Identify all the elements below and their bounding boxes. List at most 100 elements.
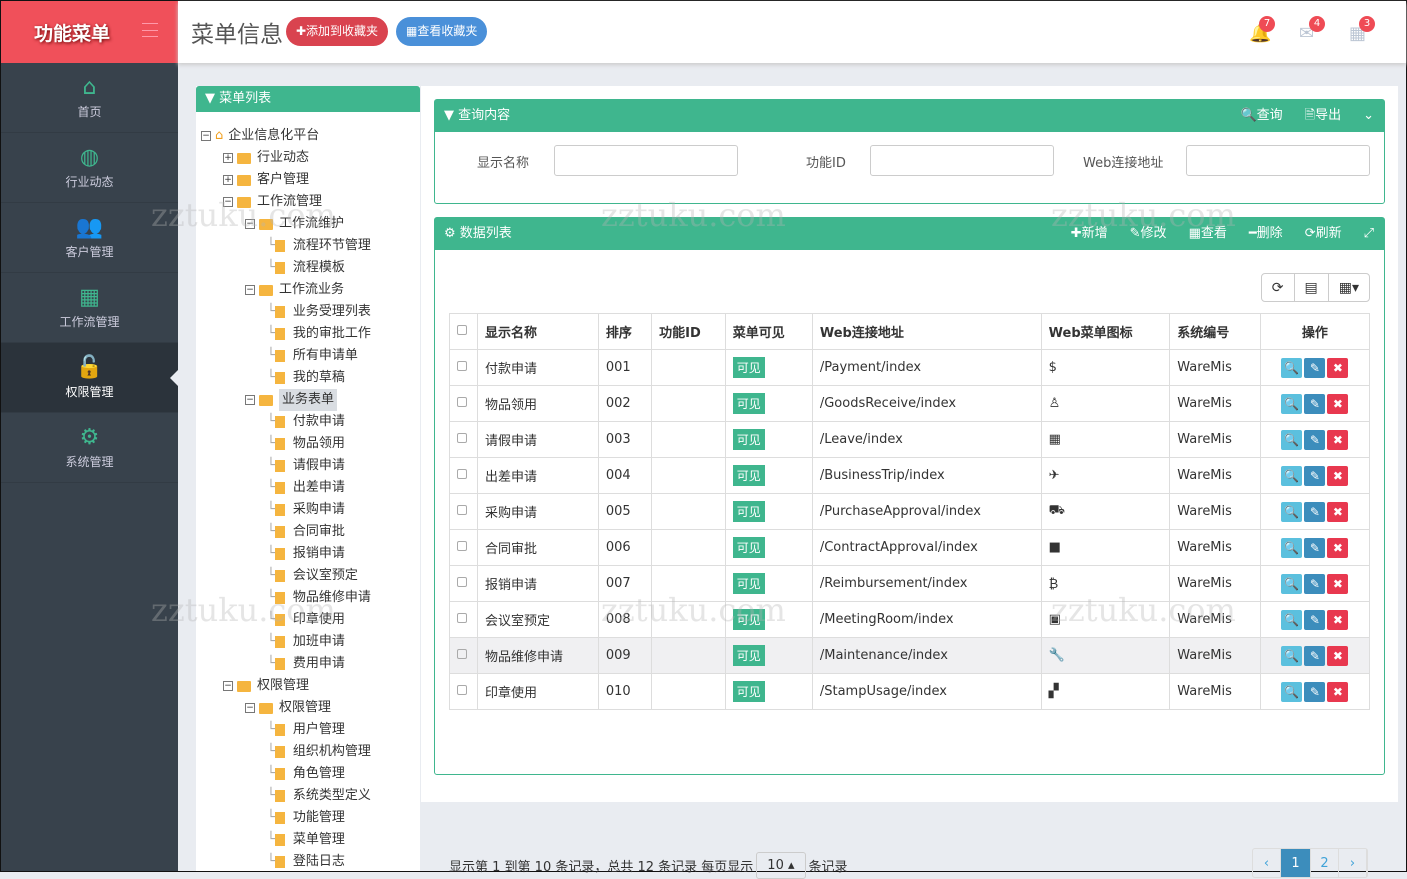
tree-node[interactable]: └ 请假申请	[267, 455, 345, 477]
envelope-icon[interactable]: ✉ 4	[1299, 16, 1325, 44]
edit-button[interactable]: ✎	[1304, 573, 1326, 594]
tree-node[interactable]: └ 功能管理	[267, 807, 345, 829]
page-button[interactable]: ‹	[1253, 849, 1281, 877]
edit-button[interactable]: ✎	[1304, 609, 1326, 630]
tree-node[interactable]: └ 合同审批	[267, 521, 345, 543]
page-button[interactable]: 1	[1281, 849, 1311, 877]
tree-node[interactable]: └ 我的审批工作	[267, 323, 371, 345]
page-size-select[interactable]: 10 ▴	[756, 852, 806, 879]
calendar-icon[interactable]: ▦ 3	[1349, 16, 1375, 44]
refresh-icon[interactable]: ⟳	[1262, 274, 1295, 301]
edit-button[interactable]: ✎	[1304, 357, 1326, 378]
view-button[interactable]: 🔍	[1281, 681, 1303, 702]
tree-toggle-icon[interactable]: +	[223, 153, 233, 163]
toolbar-action-0[interactable]: ✚新增	[1070, 226, 1108, 241]
display-name-input[interactable]	[554, 145, 738, 176]
toggle-view-icon[interactable]: ▤	[1295, 274, 1329, 301]
edit-button[interactable]: ✎	[1304, 645, 1326, 666]
tree-toggle-icon[interactable]: +	[223, 175, 233, 185]
delete-button[interactable]: ✖	[1327, 681, 1349, 702]
column-header[interactable]: Web菜单图标	[1040, 313, 1171, 350]
tree-node[interactable]: └ 组织机构管理	[267, 741, 371, 763]
sidebar-item-1[interactable]: ◍ 行业动态	[1, 133, 178, 203]
tree-node[interactable]: └ 采购申请	[267, 499, 345, 521]
tree-node[interactable]: + 客户管理	[223, 169, 309, 191]
column-header[interactable]: 显示名称	[477, 313, 599, 350]
tree-node[interactable]: └ 系统类型定义	[267, 785, 371, 807]
row-checkbox[interactable]	[457, 577, 467, 587]
tree-node[interactable]: └ 出差申请	[267, 477, 345, 499]
view-favorites-button[interactable]: ▦查看收藏夹	[396, 17, 488, 46]
column-header[interactable]: 菜单可见	[724, 313, 813, 350]
tree-node[interactable]: + 行业动态	[223, 147, 309, 169]
tree-node[interactable]: └ 印章使用	[267, 609, 345, 631]
row-checkbox[interactable]	[457, 433, 467, 443]
view-button[interactable]: 🔍	[1281, 393, 1303, 414]
edit-button[interactable]: ✎	[1304, 393, 1326, 414]
delete-button[interactable]: ✖	[1327, 501, 1349, 522]
menu-toggle-icon[interactable]	[142, 23, 158, 37]
web-url-input[interactable]	[1186, 145, 1370, 176]
tree-node[interactable]: └ 所有申请单	[267, 345, 358, 367]
view-button[interactable]: 🔍	[1281, 645, 1303, 666]
column-header[interactable]: 系统编号	[1169, 313, 1261, 350]
tree-toggle-icon[interactable]: −	[245, 219, 255, 229]
tree-node[interactable]: └ 流程模板	[267, 257, 345, 279]
search-button[interactable]: 🔍查询	[1240, 108, 1283, 123]
export-button[interactable]: 🗎导出	[1304, 108, 1342, 123]
tree-toggle-icon[interactable]: −	[245, 285, 255, 295]
function-id-input[interactable]	[870, 145, 1054, 176]
collapse-icon[interactable]: ⌄	[1363, 108, 1374, 123]
row-checkbox[interactable]	[457, 397, 467, 407]
row-checkbox[interactable]	[457, 613, 467, 623]
tree-node[interactable]: └ 物品领用	[267, 433, 345, 455]
tree-toggle-icon[interactable]: −	[245, 395, 255, 405]
tree-toggle-icon[interactable]: −	[223, 681, 233, 691]
sidebar-item-0[interactable]: ⌂ 首页	[1, 63, 178, 133]
tree-node[interactable]: − 权限管理	[245, 697, 331, 719]
columns-dropdown-icon[interactable]: ▦▾	[1338, 279, 1359, 296]
delete-button[interactable]: ✖	[1327, 357, 1349, 378]
sidebar-item-3[interactable]: ▦ 工作流管理	[1, 273, 178, 343]
tree-node[interactable]: − 业务表单	[245, 389, 338, 411]
view-button[interactable]: 🔍	[1281, 573, 1303, 594]
delete-button[interactable]: ✖	[1327, 573, 1349, 594]
view-button[interactable]: 🔍	[1281, 357, 1303, 378]
row-checkbox[interactable]	[457, 361, 467, 371]
edit-button[interactable]: ✎	[1304, 681, 1326, 702]
tree-node[interactable]: − 工作流管理	[223, 191, 322, 213]
tree-node[interactable]: − 工作流维护	[245, 213, 344, 235]
tree-toggle-icon[interactable]: −	[245, 703, 255, 713]
row-checkbox[interactable]	[457, 541, 467, 551]
tree-node[interactable]: └ 物品维修申请	[267, 587, 371, 609]
row-checkbox[interactable]	[457, 685, 467, 695]
tree-node[interactable]: └ 报销申请	[267, 543, 345, 565]
bell-icon[interactable]: 🔔 7	[1249, 16, 1275, 44]
delete-button[interactable]: ✖	[1327, 465, 1349, 486]
tree-node[interactable]: └ 菜单管理	[267, 829, 345, 851]
delete-button[interactable]: ✖	[1327, 537, 1349, 558]
toolbar-action-4[interactable]: ⟳刷新	[1304, 226, 1342, 241]
checkbox[interactable]	[457, 325, 467, 335]
tree-node[interactable]: └ 我的草稿	[267, 367, 345, 389]
tree-node[interactable]: − 权限管理	[223, 675, 309, 697]
sidebar-item-5[interactable]: ⚙ 系统管理	[1, 413, 178, 483]
tree-node[interactable]: └ 费用申请	[267, 653, 345, 675]
column-header[interactable]: 操作	[1259, 313, 1371, 350]
page-button[interactable]: ›	[1339, 849, 1367, 877]
select-all-checkbox[interactable]	[449, 313, 478, 350]
column-header[interactable]: Web连接地址	[811, 313, 1042, 350]
view-button[interactable]: 🔍	[1281, 501, 1303, 522]
tree-toggle-icon[interactable]: −	[223, 197, 233, 207]
sidebar-item-2[interactable]: 👥 客户管理	[1, 203, 178, 273]
view-button[interactable]: 🔍	[1281, 537, 1303, 558]
delete-button[interactable]: ✖	[1327, 393, 1349, 414]
row-checkbox[interactable]	[457, 505, 467, 515]
add-favorite-button[interactable]: ✚添加到收藏夹	[286, 17, 389, 46]
tree-node[interactable]: └ 用户管理	[267, 719, 345, 741]
view-button[interactable]: 🔍	[1281, 609, 1303, 630]
toolbar-action-2[interactable]: ▦查看	[1188, 226, 1227, 241]
column-header[interactable]: 功能ID	[651, 313, 726, 350]
view-button[interactable]: 🔍	[1281, 429, 1303, 450]
delete-button[interactable]: ✖	[1327, 609, 1349, 630]
